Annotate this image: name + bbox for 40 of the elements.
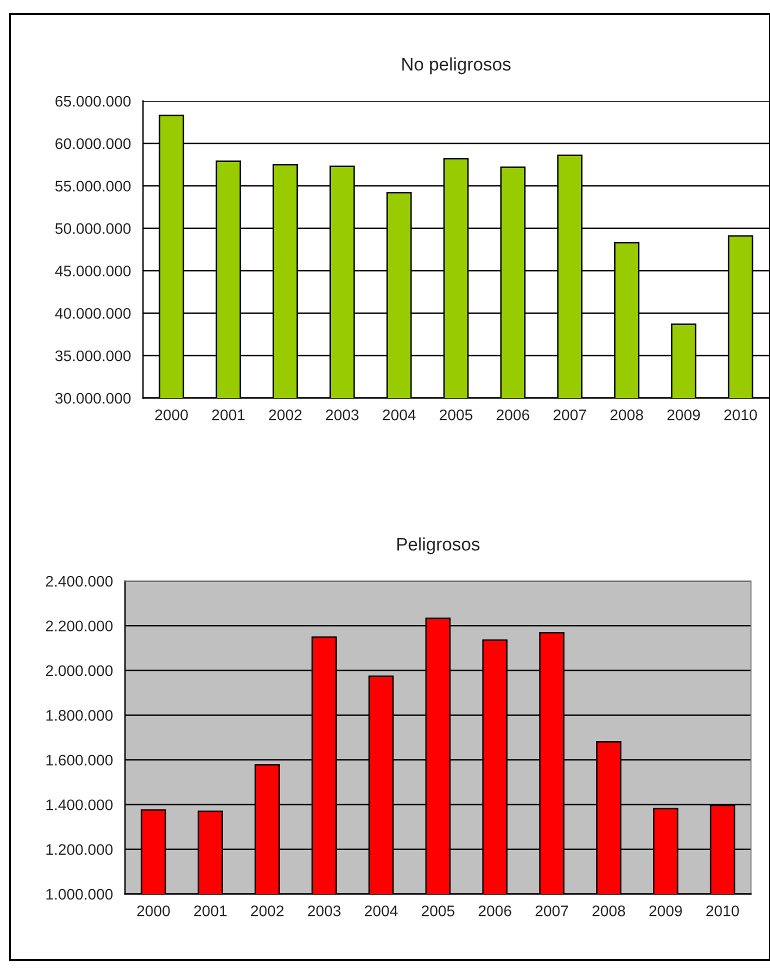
chart-title: Peligrosos <box>397 537 480 554</box>
chart-title: No peligrosos <box>402 57 511 74</box>
y-tick-label: 2.400.000 <box>46 576 113 587</box>
x-tick-label: 2001 <box>212 410 245 420</box>
x-tick-label: 2010 <box>706 906 739 916</box>
x-tick-label: 2009 <box>667 410 700 420</box>
x-tick-label: 2004 <box>382 410 416 420</box>
x-tick-label: 2004 <box>364 906 398 916</box>
y-tick-label: 35.000.000 <box>55 350 131 362</box>
x-tick-label: 2010 <box>724 410 757 420</box>
x-tick-label: 2009 <box>649 906 682 916</box>
x-tick-label: 2003 <box>326 410 359 420</box>
y-tick-label: 1.800.000 <box>46 710 113 721</box>
x-tick-label: 2006 <box>496 410 530 420</box>
x-tick-label: 2000 <box>155 410 188 420</box>
x-tick-label: 2005 <box>422 906 454 916</box>
y-tick-label: 2.200.000 <box>46 620 113 632</box>
y-tick-label: 60.000.000 <box>56 138 131 150</box>
x-tick-label: 2002 <box>269 410 302 420</box>
y-tick-label: 55.000.000 <box>55 180 131 192</box>
x-tick-label: 2008 <box>610 410 644 420</box>
y-tick-label: 1.000.000 <box>46 888 113 900</box>
x-tick-label: 2006 <box>478 906 512 916</box>
x-tick-label: 2005 <box>440 410 472 420</box>
y-tick-label: 1.600.000 <box>46 754 113 766</box>
y-tick-label: 45.000.000 <box>55 266 131 276</box>
y-tick-label: 1.200.000 <box>46 844 113 855</box>
y-tick-label: 40.000.000 <box>55 308 131 319</box>
x-tick-label: 2007 <box>554 410 586 420</box>
y-tick-label: 65.000.000 <box>56 96 131 107</box>
y-tick-label: 30.000.000 <box>55 392 131 404</box>
x-tick-label: 2001 <box>194 906 227 916</box>
y-tick-label: 2.000.000 <box>46 665 113 676</box>
y-tick-label: 50.000.000 <box>55 223 131 234</box>
x-tick-label: 2008 <box>592 906 626 916</box>
x-tick-label: 2000 <box>137 906 170 916</box>
x-tick-label: 2002 <box>251 906 284 916</box>
x-tick-label: 2007 <box>536 906 568 916</box>
x-tick-label: 2003 <box>308 906 341 916</box>
y-tick-label: 1.400.000 <box>46 799 113 810</box>
